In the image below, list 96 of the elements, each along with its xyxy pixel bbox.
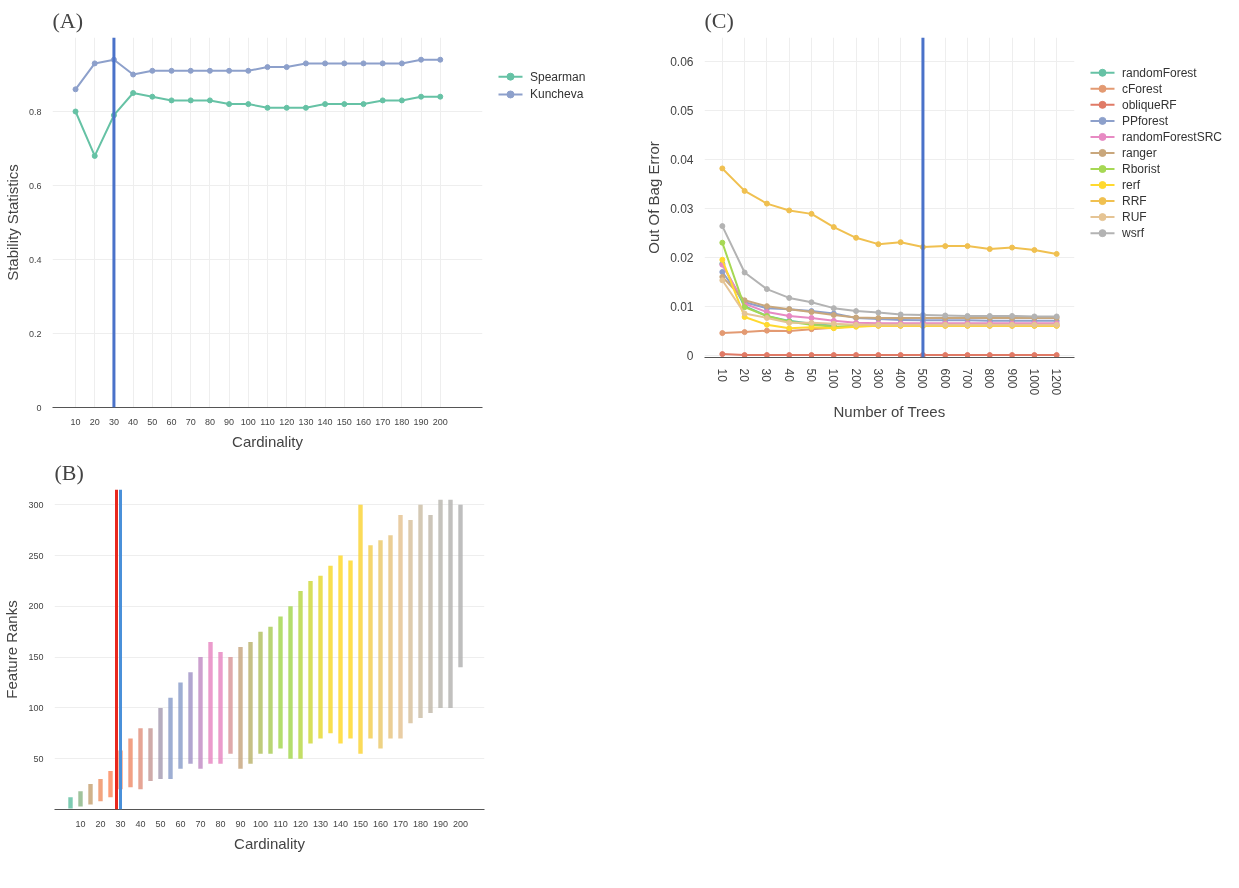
legend-label: randomForest <box>1122 65 1198 80</box>
x-tick-label: 180 <box>394 416 410 427</box>
y-tick-label: 250 <box>28 550 44 561</box>
x-tick-label: 200 <box>432 416 448 427</box>
x-tick-label: 80 <box>215 818 226 829</box>
x-tick-label: 10 <box>70 416 81 427</box>
y-tick-label: 0.05 <box>670 104 694 119</box>
x-tick-label: 30 <box>115 818 126 829</box>
y-tick-label: 0 <box>686 348 694 363</box>
y-axis-title: Stability Statistics <box>3 164 21 281</box>
x-tick-label: 90 <box>235 818 246 829</box>
legend-label: ranger <box>1122 145 1157 160</box>
y-tick-label: 0.01 <box>670 299 694 314</box>
x-tick-label: 140 <box>332 818 349 829</box>
x-tick-label: 20 <box>737 368 752 383</box>
chart-title: (C) <box>704 7 734 33</box>
x-tick-label: 20 <box>89 416 100 427</box>
chart-title: (A) <box>52 7 84 33</box>
legend-label: Spearman <box>530 69 586 84</box>
legend-label: cForest <box>1122 81 1163 96</box>
x-tick-label: 40 <box>135 818 146 829</box>
x-tick-label: 50 <box>155 818 166 829</box>
x-tick-label: 400 <box>893 368 908 389</box>
x-tick-label: 160 <box>372 818 389 829</box>
x-tick-label: 90 <box>224 416 235 427</box>
x-tick-label: 50 <box>803 368 818 383</box>
chart-title: (B) <box>54 459 84 485</box>
y-axis-title: Feature Ranks <box>3 600 21 699</box>
x-tick-label: 10 <box>75 818 86 829</box>
x-tick-label: 130 <box>312 818 329 829</box>
x-tick-label: 100 <box>240 416 256 427</box>
x-axis-title: Number of Trees <box>833 403 946 421</box>
y-tick-label: 0.04 <box>670 153 694 168</box>
x-tick-label: 800 <box>982 368 997 389</box>
legend-label: obliqueRF <box>1122 97 1177 112</box>
x-tick-label: 70 <box>185 416 196 427</box>
legend-label: RRF <box>1122 194 1147 209</box>
legend-label: rerf <box>1122 178 1141 193</box>
x-tick-label: 900 <box>1004 368 1019 389</box>
x-tick-label: 30 <box>759 368 774 383</box>
x-axis-title: Cardinality <box>232 432 304 450</box>
x-tick-label: 120 <box>292 818 309 829</box>
x-tick-label: 1200 <box>1049 368 1064 396</box>
legend-label: randomForestSRC <box>1122 129 1223 144</box>
x-tick-label: 130 <box>298 416 314 427</box>
x-tick-label: 300 <box>870 368 885 389</box>
x-tick-label: 110 <box>260 416 275 427</box>
legend-label: wsrf <box>1121 226 1145 241</box>
legend-label: RUF <box>1122 210 1147 225</box>
x-tick-label: 40 <box>781 368 796 383</box>
y-tick-label: 0.02 <box>670 250 694 265</box>
x-tick-label: 600 <box>937 368 952 389</box>
x-tick-label: 150 <box>336 416 352 427</box>
legend-label: Rborist <box>1122 162 1161 176</box>
y-tick-label: 0.2 <box>28 328 42 339</box>
x-tick-label: 30 <box>108 416 119 427</box>
x-tick-label: 500 <box>915 368 930 389</box>
y-axis-title: Out Of Bag Error <box>645 141 663 254</box>
y-tick-label: 0.06 <box>670 55 694 70</box>
y-tick-label: 0.03 <box>670 201 694 216</box>
x-tick-label: 190 <box>413 416 429 427</box>
legend-label: Kuncheva <box>530 87 584 102</box>
x-tick-label: 100 <box>252 818 269 829</box>
x-tick-label: 140 <box>317 416 333 427</box>
x-tick-label: 200 <box>848 368 863 389</box>
x-tick-label: 60 <box>166 416 177 427</box>
y-tick-label: 0 <box>36 402 42 413</box>
x-tick-label: 190 <box>432 818 449 829</box>
x-tick-label: 200 <box>452 818 469 829</box>
x-tick-label: 60 <box>175 818 186 829</box>
x-axis-title: Cardinality <box>234 834 306 852</box>
x-tick-label: 170 <box>375 416 391 427</box>
x-tick-label: 1000 <box>1026 368 1041 396</box>
x-tick-label: 80 <box>204 416 215 427</box>
legend-label: PPforest <box>1122 113 1169 128</box>
x-tick-label: 180 <box>412 818 429 829</box>
y-tick-label: 100 <box>28 702 44 713</box>
x-tick-label: 20 <box>95 818 106 829</box>
x-tick-label: 10 <box>714 368 729 383</box>
x-tick-label: 70 <box>195 818 206 829</box>
x-tick-label: 100 <box>826 368 841 389</box>
y-tick-label: 0.6 <box>28 180 42 191</box>
x-tick-label: 40 <box>128 416 139 427</box>
y-tick-label: 0.4 <box>28 254 42 265</box>
x-tick-label: 170 <box>392 818 409 829</box>
x-tick-label: 110 <box>273 818 288 829</box>
y-tick-label: 150 <box>28 652 44 663</box>
x-tick-label: 50 <box>147 416 158 427</box>
x-tick-label: 160 <box>355 416 372 427</box>
x-tick-label: 120 <box>279 416 295 427</box>
y-tick-label: 0.8 <box>28 106 42 117</box>
y-tick-label: 50 <box>33 753 44 764</box>
x-tick-label: 700 <box>960 368 975 389</box>
y-tick-label: 200 <box>28 601 44 612</box>
x-tick-label: 150 <box>352 818 369 829</box>
y-tick-label: 300 <box>28 499 44 510</box>
